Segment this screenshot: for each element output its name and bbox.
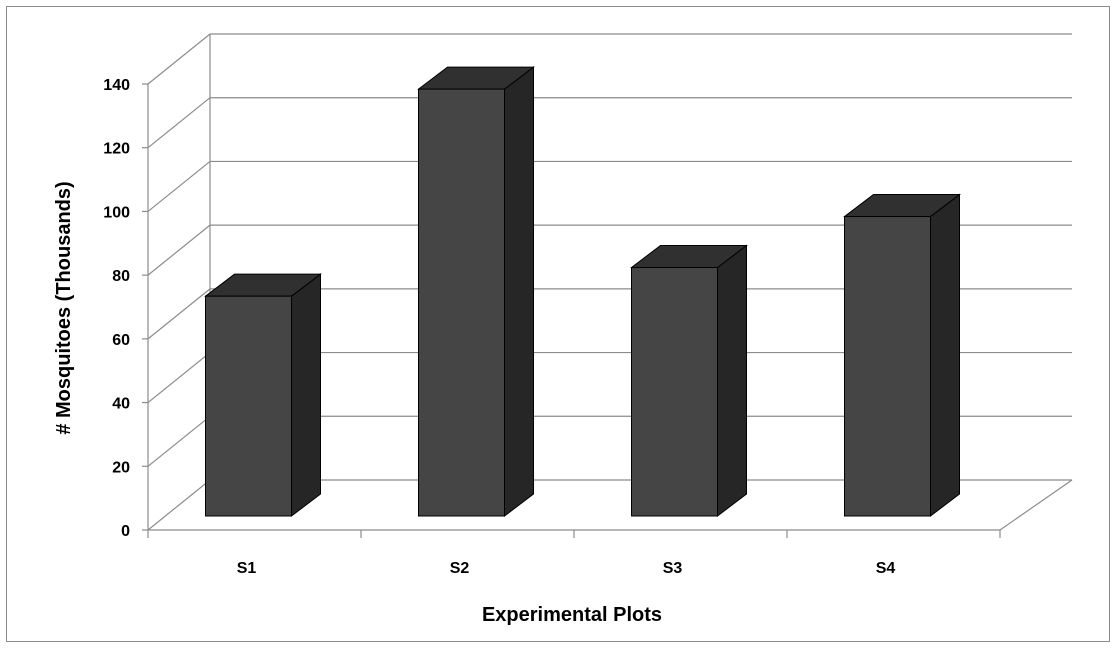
bar-front-face — [418, 88, 505, 517]
x-tick-label: S2 — [450, 560, 470, 577]
tick-labels: 0 20 40 60 80 100 120 140 S1 S2 S3 S4 — [103, 77, 895, 577]
bars — [204, 66, 961, 518]
bar-side-face — [291, 273, 321, 518]
bar-front-face — [205, 295, 292, 517]
x-tick-label: S1 — [237, 560, 257, 577]
y-tick-label: 0 — [121, 523, 130, 540]
gridline-side — [147, 33, 211, 85]
x-axis-title: Experimental Plots — [482, 604, 662, 626]
floor-edge — [999, 479, 1073, 531]
bar-S1 — [204, 273, 322, 518]
gridline-side — [147, 97, 211, 149]
y-tick-label: 120 — [103, 141, 130, 158]
bar-side-face — [930, 193, 960, 518]
bar-front-face — [844, 216, 931, 517]
y-tick-label: 140 — [103, 77, 130, 94]
gridline-side — [147, 352, 211, 404]
bar-S4 — [843, 193, 961, 518]
gridline-side — [147, 288, 211, 340]
x-tick-label: S3 — [663, 560, 683, 577]
bar-side-face — [504, 66, 534, 518]
y-axis-title: # Mosquitoes (Thousands) — [53, 181, 75, 434]
bar-S3 — [630, 244, 748, 518]
gridline-side — [147, 415, 211, 467]
bar-side-face — [717, 244, 747, 518]
y-tick-label: 80 — [112, 268, 130, 285]
gridline-side — [147, 479, 211, 531]
y-tick-label: 20 — [112, 459, 130, 476]
gridline-side — [147, 224, 211, 276]
x-tick-label: S4 — [876, 560, 896, 577]
y-tick-label: 100 — [103, 204, 130, 221]
bar-S2 — [417, 66, 535, 518]
bar-front-face — [631, 267, 718, 517]
y-tick-label: 40 — [112, 396, 130, 413]
y-tick-label: 60 — [112, 332, 130, 349]
gridline-side — [147, 160, 211, 212]
